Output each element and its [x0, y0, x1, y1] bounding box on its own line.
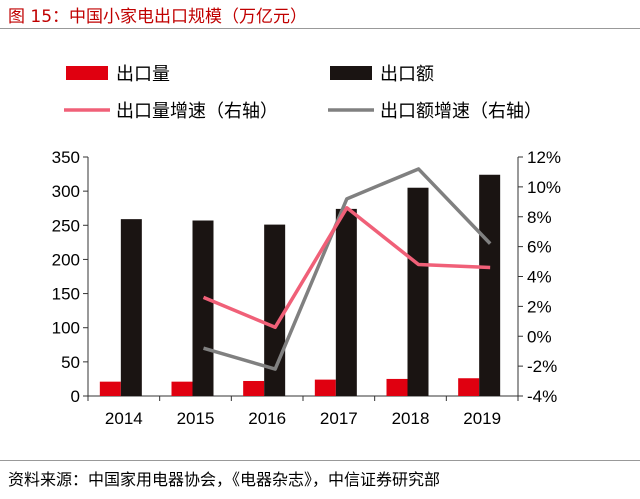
- x-tick-label: 2016: [248, 409, 286, 428]
- value-bar: [192, 220, 214, 396]
- volume-bar: [314, 379, 336, 396]
- value-growth-line: [203, 167, 492, 371]
- left-tick-label: 350: [52, 148, 80, 167]
- right-tick-label: 8%: [527, 208, 552, 227]
- value-bar: [335, 208, 357, 396]
- left-tick-label: 200: [52, 250, 80, 269]
- volume-bar: [386, 378, 408, 396]
- title-rule: [0, 28, 640, 29]
- x-tick-label: 2015: [177, 409, 215, 428]
- chart: 0 50 100 150 200 250 300 350 -4% -2% 0% 2% 4% 6% 8% 10%…: [52, 64, 561, 428]
- value-bar: [120, 219, 142, 396]
- volume-bar: [171, 381, 193, 396]
- value-bar: [407, 187, 429, 396]
- legend-swatch: [330, 66, 372, 80]
- legend-swatch: [66, 66, 108, 80]
- x-tick-label: 2014: [105, 409, 143, 428]
- source-rule: [0, 460, 640, 461]
- volume-growth-line: [202, 206, 491, 330]
- right-tick-label: 10%: [527, 178, 561, 197]
- left-tick-label: 250: [52, 216, 80, 235]
- right-tick-label: 0%: [527, 327, 552, 346]
- right-tick-label: -4%: [527, 387, 557, 406]
- right-tick-label: 6%: [527, 238, 552, 257]
- right-tick-label: 12%: [527, 148, 561, 167]
- figure-title: 图 15：中国小家电出口规模（万亿元）: [8, 7, 308, 27]
- source-note: 资料来源：中国家用电器协会，《电器杂志》，中信证券研究部: [8, 470, 441, 489]
- left-tick-label: 50: [61, 353, 80, 372]
- legend-label: 出口量: [116, 64, 170, 84]
- right-tick-label: 4%: [527, 268, 552, 287]
- value-bar: [264, 224, 286, 396]
- left-tick-label: 150: [52, 285, 80, 304]
- x-tick-label: 2017: [320, 409, 358, 428]
- volume-bar: [243, 380, 265, 396]
- legend-label: 出口量增速（右轴）: [116, 101, 278, 121]
- volume-bar: [99, 381, 121, 396]
- left-tick-label: 0: [71, 387, 80, 406]
- value-bar: [479, 174, 501, 396]
- right-tick-label: 2%: [527, 297, 552, 316]
- x-tick-label: 2018: [392, 409, 430, 428]
- left-tick-label: 300: [52, 182, 80, 201]
- legend-label: 出口额: [380, 64, 434, 84]
- left-tick-label: 100: [52, 319, 80, 338]
- legend-label: 出口额增速（右轴）: [380, 101, 542, 121]
- right-tick-label: -2%: [527, 357, 557, 376]
- volume-bar: [458, 378, 480, 396]
- x-tick-label: 2019: [463, 409, 501, 428]
